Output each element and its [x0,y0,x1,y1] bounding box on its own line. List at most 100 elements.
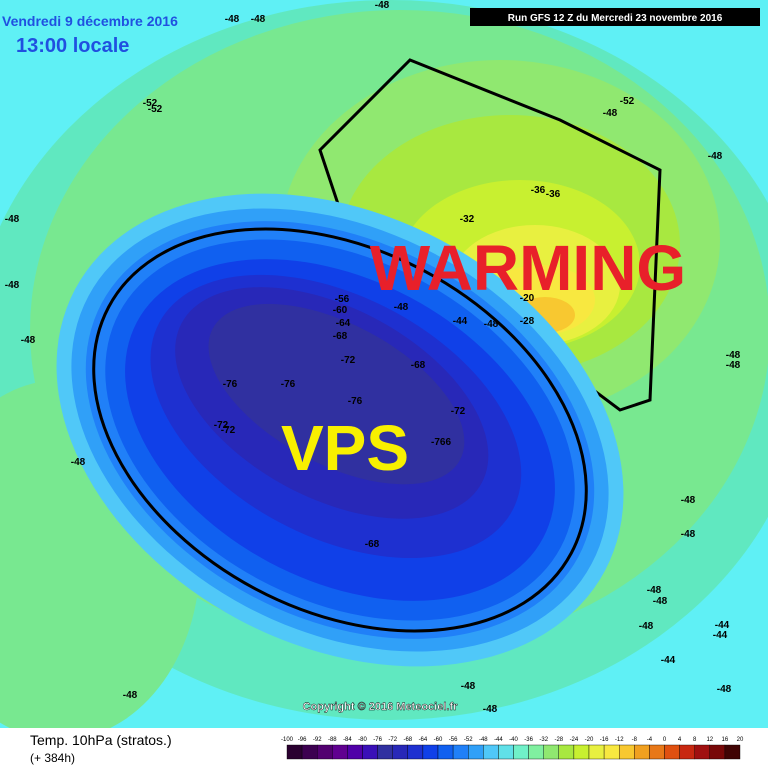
scale-swatch [468,744,484,760]
scale-label: -76 [373,737,382,743]
contour-label: -56 [335,294,350,305]
scale-label: -8 [632,737,638,743]
contour-labels: -48-48-52-52-48-48-48-48-48-52-48-36 -36-… [5,0,741,715]
scale-swatch [452,744,469,760]
scale-swatch [377,744,393,760]
contour-label: -48 [681,529,696,540]
contour-label: -48 [708,151,723,162]
contour-label: -68 [333,331,348,342]
scale-swatch [679,744,695,760]
contour-label: -36 [546,189,561,200]
scale-swatch [362,744,378,760]
scale-swatch [301,744,318,760]
scale-swatch [634,744,650,760]
contour-label: -32 [460,214,475,225]
scale-swatch [392,744,409,760]
scale-label: -52 [464,737,473,743]
contour-label: -48 [5,214,20,225]
scale-label: -20 [585,737,594,743]
contour-label: -68 [365,539,380,550]
warming-label: WARMING [370,232,686,304]
scale-label: -64 [419,737,428,743]
contour-label: -48 [639,621,654,632]
contour-label: -52 [143,98,158,109]
scale-swatch [498,744,514,760]
contour-label: -52 [620,96,635,107]
scale-swatch [422,744,439,760]
scale-swatch [332,744,348,760]
scale-label: 8 [693,737,697,743]
scale-swatch [603,744,620,760]
contour-label: -44 [453,316,468,327]
scale-swatch [407,744,424,760]
scale-label: -44 [494,737,503,743]
scale-label: -56 [449,737,458,743]
run-text: Run GFS 12 Z du Mercredi 23 novembre 201… [508,13,723,24]
scale-swatch [573,744,590,760]
scale-label: 12 [706,737,713,743]
scale-swatch [724,744,741,760]
scale-label: -100 [281,737,294,743]
scale-swatch [694,744,711,760]
scale-label: -96 [298,737,307,743]
contour-label: -48 [726,360,741,371]
scale-swatch [588,744,605,760]
scale-label: 4 [678,737,682,743]
contour-label: -76 [281,379,296,390]
scale-label: -32 [539,737,548,743]
contour-label: -48 [71,457,86,468]
color-scale: -100 -96 -92 -88 -84 -8 0 -76 -72 -68 -64 -60 -56 -52… [281,737,744,760]
scale-label: -4 [647,737,653,743]
contour-label: -766 [431,437,451,448]
vps-label: VPS [281,412,409,484]
scale-label: -92 [313,737,322,743]
scale-label: -84 [343,737,352,743]
scale-label: -88 [328,737,337,743]
contour-label: -48 [717,684,732,695]
scale-label: -40 [509,737,518,743]
scale-label: -68 [403,737,412,743]
contour-label: -48 [647,585,662,596]
scale-label: -36 [524,737,533,743]
contour-label: -48 [251,14,266,25]
scale-label: -48 [479,737,488,743]
contour-label: -68 [411,360,426,371]
scale-label: -72 [388,737,397,743]
scale-swatch [317,744,333,760]
contour-label: -72 [451,406,466,417]
footer-lead: (+ 384h) [30,751,75,765]
contour-label: -48 [726,350,741,361]
contour-label: -72 [221,425,236,436]
contour-label: -60 [333,305,348,316]
scale-swatch [437,744,454,760]
contour-label: -36 [531,185,546,196]
scale-label: 20 [737,737,744,743]
contour-label: -48 [681,495,696,506]
contour-label: -48 [123,690,138,701]
scale-swatch [513,744,529,760]
contour-label: -48 [461,681,476,692]
scale-label: 0 [663,737,667,743]
date-text: Vendredi 9 décembre 2016 [2,13,178,29]
contour-label: -48 [653,596,668,607]
scale-swatch [664,744,680,760]
contour-label: -48 [225,14,240,25]
scale-swatch [347,744,363,760]
scale-swatch [543,744,560,760]
contour-label: -48 [394,302,409,313]
contour-label: -48 [483,704,498,715]
scale-label: -12 [615,737,624,743]
contour-label: -52 [148,104,163,115]
scale-swatch [709,744,726,760]
contour-label: -72 [341,355,356,366]
scale-swatch [649,744,665,760]
scale-label: -60 [434,737,443,743]
scale-swatch [483,744,499,760]
contour-label: -48 [484,319,499,330]
copyright: Copyright © 2016 Meteociel.fr [303,701,459,713]
contour-label: -64 [336,318,351,329]
scale-label: -24 [570,737,579,743]
contour-label: -76 [348,396,363,407]
contour-label: -44 [715,620,730,631]
